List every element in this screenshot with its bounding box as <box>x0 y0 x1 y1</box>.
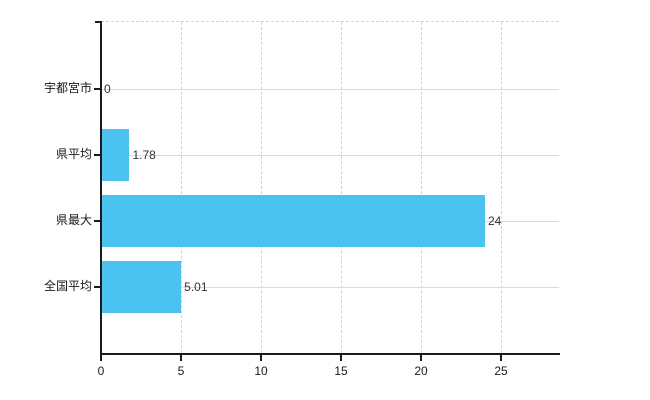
bar <box>102 129 129 181</box>
y-tick-mark <box>94 220 100 222</box>
bar-value-label: 0 <box>104 82 111 96</box>
x-tick-mark <box>340 355 342 361</box>
bar <box>102 195 485 247</box>
category-label: 全国平均 <box>43 279 92 293</box>
y-axis-top-tick <box>95 21 101 23</box>
vertical-gridline <box>261 22 262 353</box>
x-tick-mark <box>420 355 422 361</box>
x-tick-label: 0 <box>97 364 105 378</box>
horizontal-gridline <box>102 155 559 156</box>
y-axis-line <box>100 21 102 355</box>
bar-value-label: 1.78 <box>132 148 156 162</box>
vertical-gridline <box>181 22 182 353</box>
x-tick-mark <box>100 355 102 361</box>
horizontal-gridline <box>102 89 559 90</box>
x-tick-label: 10 <box>254 364 268 378</box>
x-tick-label: 15 <box>334 364 348 378</box>
bar-value-label: 5.01 <box>184 280 208 294</box>
x-tick-label: 25 <box>494 364 508 378</box>
x-tick-mark <box>500 355 502 361</box>
plot-top-border <box>101 21 559 22</box>
category-label: 県最大 <box>55 213 92 227</box>
bar-value-label: 24 <box>488 214 502 228</box>
y-tick-mark <box>94 286 100 288</box>
y-tick-mark <box>94 88 100 90</box>
vertical-gridline <box>421 22 422 353</box>
x-tick-mark <box>180 355 182 361</box>
vertical-gridline <box>501 22 502 353</box>
y-tick-mark <box>94 154 100 156</box>
x-tick-mark <box>260 355 262 361</box>
horizontal-gridline <box>102 287 559 288</box>
category-label: 宇都宮市 <box>43 81 92 95</box>
bar <box>102 261 181 313</box>
x-tick-label: 5 <box>177 364 185 378</box>
category-label: 県平均 <box>55 147 92 161</box>
x-tick-label: 20 <box>414 364 428 378</box>
x-axis-line <box>100 353 560 355</box>
vertical-gridline <box>341 22 342 353</box>
